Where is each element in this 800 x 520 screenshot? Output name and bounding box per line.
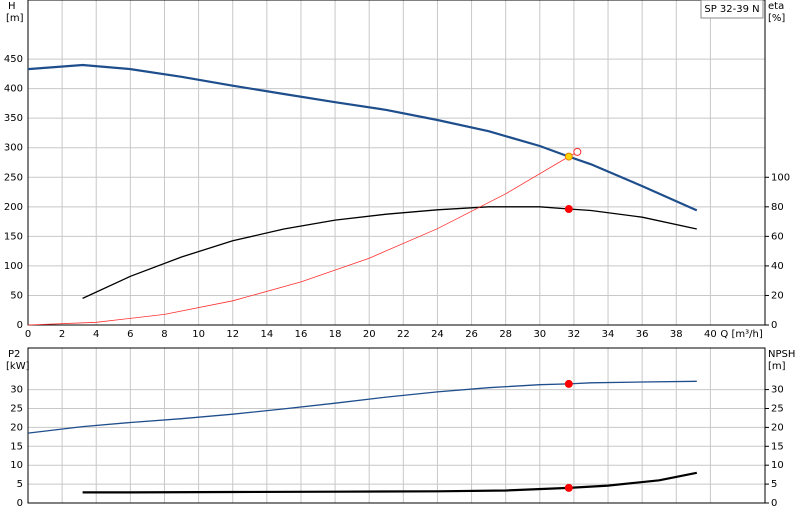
y2-tick-label: 40 (771, 261, 784, 272)
x-tick-label: 40 (704, 329, 717, 340)
y-tick-label: 5 (17, 479, 23, 490)
duty-point (564, 379, 573, 388)
y2-tick-label: 100 (771, 172, 790, 183)
y-tick-label: 100 (4, 261, 23, 272)
y-axis-label: P2 (8, 349, 20, 360)
x-tick-label: 24 (431, 329, 444, 340)
x-tick-label: 2 (59, 329, 65, 340)
y2-tick-label: 0 (771, 498, 777, 509)
plot-frame (27, 0, 766, 326)
chart-title: SP 32-39 N (704, 4, 759, 15)
y2-tick-label: 15 (771, 441, 784, 452)
y-tick-label: 30 (10, 385, 23, 396)
y2-axis-unit: [%] (768, 13, 785, 24)
duty-point (573, 147, 582, 156)
x-tick-label: 38 (670, 329, 683, 340)
y-axis-label: H (8, 1, 16, 12)
y-tick-label: 200 (4, 202, 23, 213)
curve (27, 380, 697, 434)
y-tick-label: 400 (4, 84, 23, 95)
x-tick-label: 18 (329, 329, 342, 340)
x-tick-label: 20 (363, 329, 376, 340)
curve (82, 471, 698, 494)
y-axis-unit: [kW] (6, 361, 30, 372)
curve (27, 151, 578, 326)
y-tick-label: 150 (4, 231, 23, 242)
y2-tick-label: 10 (771, 460, 784, 471)
curve (82, 206, 697, 299)
x-tick-label: 12 (226, 329, 239, 340)
y-tick-label: 0 (17, 320, 23, 331)
y2-tick-label: 20 (771, 290, 784, 301)
y-tick-label: 15 (10, 441, 23, 452)
plot-frame (27, 347, 766, 504)
x-tick-label: 34 (602, 329, 615, 340)
y2-tick-label: 25 (771, 403, 784, 414)
y-tick-label: 350 (4, 113, 23, 124)
x-tick-label: 0 (25, 329, 31, 340)
x-tick-label: 26 (465, 329, 478, 340)
y2-tick-label: 60 (771, 231, 784, 242)
y-tick-label: 25 (10, 403, 23, 414)
x-tick-label: 32 (568, 329, 581, 340)
x-tick-label: 14 (260, 329, 273, 340)
y-tick-label: 0 (17, 498, 23, 509)
x-tick-label: 6 (127, 329, 133, 340)
duty-point (564, 483, 573, 492)
y-tick-label: 10 (10, 460, 23, 471)
y2-axis-unit: [m] (768, 361, 786, 372)
y-tick-label: 50 (10, 290, 23, 301)
x-axis-label: Q [m³/h] (720, 329, 762, 340)
y-tick-label: 20 (10, 422, 23, 433)
x-tick-label: 22 (397, 329, 410, 340)
duty-point (564, 205, 573, 214)
x-tick-label: 4 (93, 329, 99, 340)
x-tick-label: 10 (192, 329, 205, 340)
x-tick-label: 36 (636, 329, 649, 340)
y-axis-unit: [m] (6, 13, 24, 24)
y-tick-label: 300 (4, 143, 23, 154)
x-tick-label: 30 (533, 329, 546, 340)
y2-axis-label: eta (768, 1, 784, 12)
y2-tick-label: 80 (771, 202, 784, 213)
x-tick-label: 28 (499, 329, 512, 340)
y2-tick-label: 20 (771, 422, 784, 433)
duty-point (564, 152, 573, 161)
curve (27, 63, 698, 212)
y2-tick-label: 0 (771, 320, 777, 331)
y2-axis-label: NPSH (768, 349, 795, 360)
y-tick-label: 450 (4, 54, 23, 65)
x-tick-label: 8 (161, 329, 167, 340)
x-tick-label: 16 (295, 329, 308, 340)
title-box (700, 0, 764, 19)
y2-tick-label: 5 (771, 479, 777, 490)
y-tick-label: 250 (4, 172, 23, 183)
y2-tick-label: 30 (771, 385, 784, 396)
